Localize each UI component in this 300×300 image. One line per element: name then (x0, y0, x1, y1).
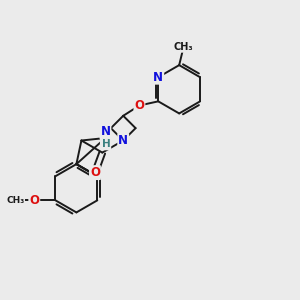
Text: H: H (102, 140, 110, 149)
Text: H: H (101, 134, 110, 145)
Text: O: O (90, 166, 100, 179)
Text: N: N (100, 125, 110, 138)
Text: O: O (134, 99, 144, 112)
Text: N: N (118, 134, 128, 147)
Text: O: O (29, 194, 39, 207)
Text: CH₃: CH₃ (174, 42, 194, 52)
Text: N: N (153, 71, 163, 84)
Text: CH₃: CH₃ (6, 196, 24, 205)
